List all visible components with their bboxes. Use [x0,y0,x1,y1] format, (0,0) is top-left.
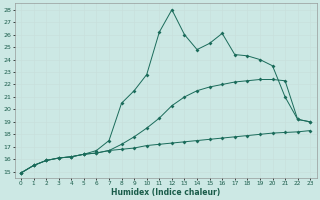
X-axis label: Humidex (Indice chaleur): Humidex (Indice chaleur) [111,188,220,197]
